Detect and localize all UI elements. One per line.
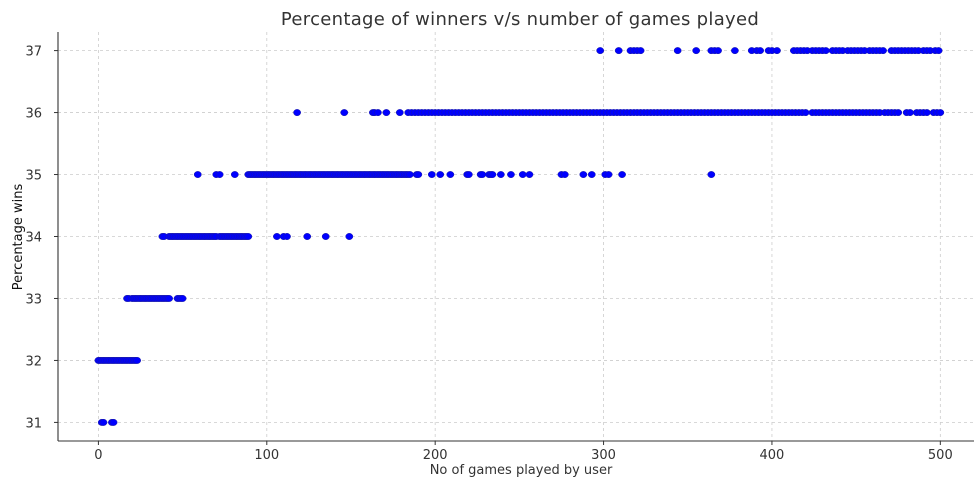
data-point xyxy=(414,171,423,178)
data-point xyxy=(133,356,141,364)
y-tick-label: 36 xyxy=(25,107,42,122)
data-point xyxy=(321,233,330,240)
data-point xyxy=(636,47,645,55)
data-point xyxy=(894,109,903,117)
data-point xyxy=(525,171,534,178)
data-point xyxy=(303,233,312,240)
data-point xyxy=(478,171,487,178)
data-point xyxy=(821,47,830,55)
data-point xyxy=(109,418,118,426)
data-points xyxy=(94,47,945,426)
y-tick-label: 32 xyxy=(25,354,42,369)
data-point xyxy=(165,295,173,302)
data-point xyxy=(345,233,354,240)
y-axis-label: Percentage wins xyxy=(11,184,26,291)
data-point xyxy=(614,47,623,55)
data-point xyxy=(906,109,914,117)
data-point xyxy=(178,295,187,302)
y-tick-label: 35 xyxy=(25,169,42,184)
data-point xyxy=(436,171,445,178)
data-point xyxy=(244,233,253,240)
y-tick-label: 37 xyxy=(25,45,42,60)
data-point xyxy=(518,171,527,178)
x-axis-label: No of games played by user xyxy=(430,463,613,478)
data-point xyxy=(507,171,515,178)
x-tick-label: 300 xyxy=(591,448,616,463)
y-tick-label: 31 xyxy=(25,416,42,431)
data-point xyxy=(193,171,202,178)
data-point xyxy=(714,47,722,55)
data-point xyxy=(465,171,473,178)
data-point xyxy=(374,109,382,117)
x-tick-label: 500 xyxy=(928,448,953,463)
data-point xyxy=(406,171,414,178)
data-point xyxy=(692,47,701,55)
data-point xyxy=(587,171,596,178)
data-point xyxy=(936,109,945,117)
data-point xyxy=(340,109,349,117)
data-point xyxy=(215,171,224,178)
x-tick-label: 400 xyxy=(760,448,785,463)
data-point xyxy=(496,171,505,178)
data-point xyxy=(273,233,281,240)
data-point xyxy=(879,47,887,55)
x-tick-label: 100 xyxy=(254,448,279,463)
y-tick-label: 34 xyxy=(25,231,42,246)
data-point xyxy=(382,109,391,117)
data-point xyxy=(756,47,765,55)
y-tick-label: 33 xyxy=(25,292,42,307)
data-point xyxy=(560,171,569,178)
data-point xyxy=(934,47,943,55)
ticks: 0 100 200 300 400 500 31 32 33 34 35 36 37 xyxy=(25,45,952,463)
data-point xyxy=(395,109,404,117)
x-tick-label: 200 xyxy=(423,448,448,463)
data-point xyxy=(427,171,436,178)
chart-title: Percentage of winners v/s number of game… xyxy=(281,9,759,30)
data-point xyxy=(801,109,810,117)
data-point xyxy=(707,171,716,178)
data-point xyxy=(579,171,588,178)
data-point xyxy=(773,47,781,55)
data-point xyxy=(923,109,931,117)
data-point xyxy=(596,47,605,55)
data-point xyxy=(618,171,626,178)
data-point xyxy=(293,109,301,117)
data-point xyxy=(604,171,613,178)
data-point xyxy=(230,171,239,178)
x-tick-label: 0 xyxy=(94,448,102,463)
data-point xyxy=(673,47,682,55)
data-point xyxy=(283,233,291,240)
data-point xyxy=(488,171,497,178)
data-point xyxy=(731,47,739,55)
data-point xyxy=(99,418,108,426)
data-point xyxy=(446,171,455,178)
